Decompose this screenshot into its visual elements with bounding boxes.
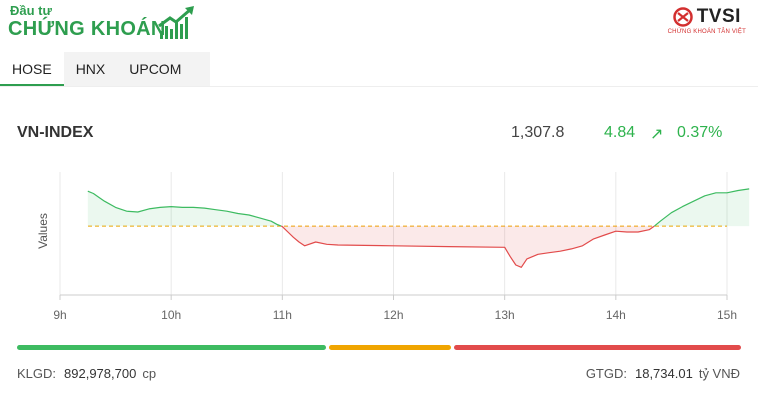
tvsi-name: TVSI xyxy=(696,6,741,27)
index-name: VN-INDEX xyxy=(17,124,94,141)
index-line-down xyxy=(280,225,655,268)
tab-hose[interactable]: HOSE xyxy=(0,52,64,86)
index-percent: 0.37% xyxy=(677,124,723,141)
x-tick-label: 9h xyxy=(53,308,66,322)
dautu-logo[interactable]: Đầu tư CHỨNG KHOÁN xyxy=(8,4,166,41)
market-breadth-bar xyxy=(17,345,741,350)
tvsi-emblem-icon xyxy=(672,7,693,27)
intraday-chart[interactable]: Values 9h 10h 11h 12h 13h 14h 15h xyxy=(0,160,758,330)
chart-lines xyxy=(87,188,750,268)
volume-unit: cp xyxy=(142,366,157,381)
chart-areas xyxy=(87,188,750,268)
tab-upcom[interactable]: UPCOM xyxy=(129,61,182,77)
index-line-up xyxy=(653,188,750,227)
declining-bar xyxy=(453,345,741,350)
x-tick-label: 15h xyxy=(717,308,737,322)
y-axis-label: Values xyxy=(36,213,50,249)
value-label: GTGD: xyxy=(585,366,627,381)
growth-chart-icon xyxy=(158,6,194,39)
area-above-reference xyxy=(654,188,750,227)
value-info: GTGD: 18,734.01 tỷ VNĐ xyxy=(586,366,740,381)
tvsi-logo[interactable]: TVSI CHỨNG KHOÁN TÂN VIỆT xyxy=(668,6,746,35)
index-value: 1,307.8 xyxy=(511,124,565,141)
trend-up-icon: ↗ xyxy=(650,126,664,143)
unchanged-bar xyxy=(328,345,451,350)
logo-main-text: CHỨNG KHOÁN xyxy=(8,18,166,40)
index-line-up xyxy=(87,190,282,227)
x-tick-label: 14h xyxy=(606,308,626,322)
index-change: 4.84 xyxy=(604,124,636,141)
logo-top-text: Đầu tư xyxy=(10,3,52,18)
tvsi-subtitle: CHỨNG KHOÁN TÂN VIỆT xyxy=(667,29,746,35)
volume-value: 892,978,700 xyxy=(64,366,137,381)
advancing-bar xyxy=(17,345,326,350)
volume-label: KLGD: xyxy=(17,366,57,381)
x-axis-ticks: 9h 10h 11h 12h 13h 14h 15h xyxy=(53,308,737,322)
area-above-reference xyxy=(87,191,282,227)
value-unit: tỷ VNĐ xyxy=(698,366,740,381)
tab-divider xyxy=(0,86,758,87)
value-amount: 18,734.01 xyxy=(634,366,693,381)
tab-hnx[interactable]: HNX xyxy=(75,61,106,77)
x-tick-label: 10h xyxy=(161,308,181,322)
x-tick-label: 13h xyxy=(495,308,515,322)
volume-info: KLGD: 892,978,700 cp xyxy=(17,366,156,381)
exchange-tabs: HOSE HNX UPCOM xyxy=(0,52,210,86)
x-tick-label: 12h xyxy=(383,308,403,322)
x-tick-label: 11h xyxy=(273,308,292,322)
